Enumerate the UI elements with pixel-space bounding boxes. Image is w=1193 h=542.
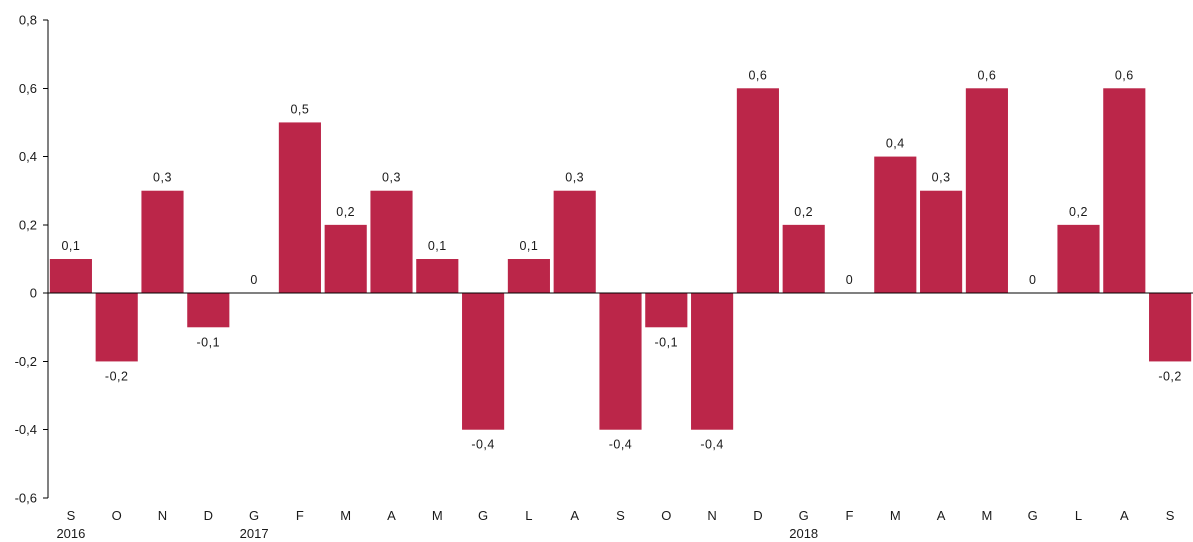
data-labels: 0,1 -0,2 0,3 -0,1 0 0,5 0,2 0,3 0,1 -0,4 0,1 0,3 -0,… — [61, 68, 1181, 451]
bar — [462, 293, 505, 430]
x-tick-label: G — [799, 508, 809, 523]
x-tick-label: A — [570, 508, 579, 523]
bar — [599, 293, 642, 430]
y-axis: -0,6 -0,4 -0,2 0 0,2 0,4 0,6 0,8 — [15, 13, 49, 506]
y-tick-label: 0,2 — [19, 217, 37, 232]
year-label: 2018 — [789, 526, 818, 541]
bar — [49, 259, 92, 294]
data-label: 0,2 — [794, 205, 813, 219]
x-tick-label: M — [981, 508, 992, 523]
year-label: 2016 — [56, 526, 85, 541]
x-tick-label: G — [249, 508, 259, 523]
bar — [782, 224, 825, 294]
x-tick-label: S — [1166, 508, 1175, 523]
bar — [1103, 88, 1146, 294]
x-tick-label: D — [204, 508, 213, 523]
data-label: 0,6 — [1115, 68, 1134, 82]
data-label: 0,1 — [519, 239, 538, 253]
x-tick-label: A — [1120, 508, 1129, 523]
y-tick-label: 0,6 — [19, 81, 37, 96]
data-label: 0,3 — [382, 171, 401, 185]
bar — [553, 190, 596, 294]
bar — [370, 190, 413, 294]
x-tick-label: M — [890, 508, 901, 523]
bar — [416, 259, 459, 294]
x-tick-label: L — [1075, 508, 1082, 523]
year-label: 2017 — [240, 526, 269, 541]
bar — [141, 190, 184, 294]
bar — [324, 224, 367, 294]
bar — [1149, 293, 1192, 362]
x-tick-label: O — [661, 508, 671, 523]
x-tick-label: S — [616, 508, 625, 523]
data-label: -0,4 — [609, 438, 633, 452]
data-label: 0 — [846, 273, 853, 287]
x-tick-label: G — [1028, 508, 1038, 523]
data-label: 0,3 — [932, 171, 951, 185]
x-tick-label: S — [67, 508, 76, 523]
data-label: 0,5 — [290, 102, 309, 116]
y-tick-label: -0,4 — [15, 422, 37, 437]
bar — [645, 293, 688, 328]
x-tick-label: D — [753, 508, 762, 523]
x-tick-label: F — [846, 508, 854, 523]
x-tick-label: A — [387, 508, 396, 523]
x-tick-label: M — [340, 508, 351, 523]
data-label: -0,2 — [1158, 369, 1182, 383]
x-tick-label: M — [432, 508, 443, 523]
bar — [874, 156, 917, 294]
y-tick-label: -0,6 — [15, 491, 37, 506]
y-tick-label: 0,4 — [19, 149, 37, 164]
data-label: -0,4 — [700, 438, 724, 452]
data-label: 0,3 — [153, 171, 172, 185]
data-label: -0,1 — [655, 335, 679, 349]
data-label: -0,1 — [197, 335, 221, 349]
y-tick-label: 0,8 — [19, 13, 37, 28]
x-tick-label: G — [478, 508, 488, 523]
data-label: 0,6 — [748, 68, 767, 82]
x-tick-label: O — [112, 508, 122, 523]
data-label: 0,2 — [1069, 205, 1088, 219]
bar — [1057, 224, 1100, 294]
bar — [95, 293, 138, 362]
bar — [965, 88, 1008, 294]
bar — [187, 293, 230, 328]
x-tick-label: L — [525, 508, 532, 523]
x-tick-label: A — [937, 508, 946, 523]
data-label: -0,4 — [471, 438, 495, 452]
data-label: 0,6 — [977, 68, 996, 82]
bar — [507, 259, 550, 294]
data-label: 0,2 — [336, 205, 355, 219]
data-label: 0,4 — [886, 137, 905, 151]
data-label: 0,1 — [428, 239, 447, 253]
data-label: 0,1 — [61, 239, 80, 253]
bar — [920, 190, 963, 294]
x-tick-label: N — [707, 508, 716, 523]
data-label: 0 — [250, 273, 257, 287]
y-tick-label: -0,2 — [15, 354, 37, 369]
y-tick-label: 0 — [30, 286, 37, 301]
bar — [278, 122, 321, 294]
data-label: 0 — [1029, 273, 1036, 287]
data-label: -0,2 — [105, 369, 129, 383]
bars — [49, 88, 1192, 430]
data-label: 0,3 — [565, 171, 584, 185]
x-tick-label: N — [158, 508, 167, 523]
x-axis: S O N D G F M A M G L A S O N D G F M A M G L A S 2016 2017 2018 — [48, 292, 1193, 541]
bar — [691, 293, 734, 430]
x-tick-label: F — [296, 508, 304, 523]
bar — [736, 88, 779, 294]
